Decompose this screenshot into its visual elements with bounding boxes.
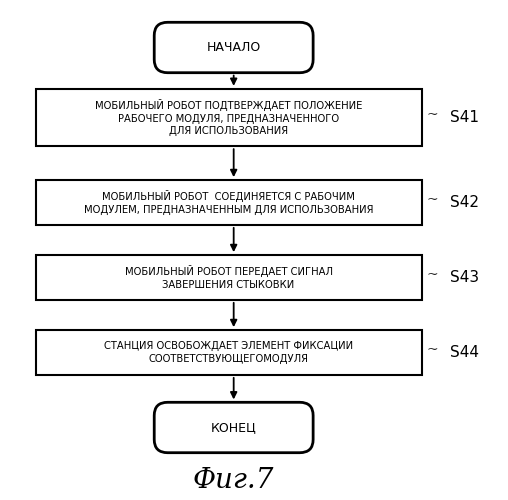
FancyBboxPatch shape xyxy=(36,330,422,375)
Text: S44: S44 xyxy=(450,345,479,360)
Text: S42: S42 xyxy=(450,195,479,210)
FancyBboxPatch shape xyxy=(36,180,422,225)
Text: ~: ~ xyxy=(427,108,438,122)
FancyBboxPatch shape xyxy=(154,402,313,452)
Text: НАЧАЛО: НАЧАЛО xyxy=(207,41,261,54)
Text: ~: ~ xyxy=(427,193,438,207)
FancyBboxPatch shape xyxy=(36,255,422,300)
Text: КОНЕЦ: КОНЕЦ xyxy=(211,421,257,434)
Text: ~: ~ xyxy=(427,268,438,282)
Text: МОБИЛЬНЫЙ РОБОТ  СОЕДИНЯЕТСЯ С РАБОЧИМ
МОДУЛЕМ, ПРЕДНАЗНАЧЕННЫМ ДЛЯ ИСПОЛЬЗОВАНИ: МОБИЛЬНЫЙ РОБОТ СОЕДИНЯЕТСЯ С РАБОЧИМ МО… xyxy=(84,190,373,214)
Text: МОБИЛЬНЫЙ РОБОТ ПОДТВЕРЖДАЕТ ПОЛОЖЕНИЕ
РАБОЧЕГО МОДУЛЯ, ПРЕДНАЗНАЧЕННОГО
ДЛЯ ИСП: МОБИЛЬНЫЙ РОБОТ ПОДТВЕРЖДАЕТ ПОЛОЖЕНИЕ Р… xyxy=(95,99,362,136)
Text: МОБИЛЬНЫЙ РОБОТ ПЕРЕДАЕТ СИГНАЛ
ЗАВЕРШЕНИЯ СТЫКОВКИ: МОБИЛЬНЫЙ РОБОТ ПЕРЕДАЕТ СИГНАЛ ЗАВЕРШЕН… xyxy=(124,266,333,289)
FancyBboxPatch shape xyxy=(154,22,313,72)
Text: S43: S43 xyxy=(450,270,479,285)
Text: ~: ~ xyxy=(427,343,438,357)
Text: СТАНЦИЯ ОСВОБОЖДАЕТ ЭЛЕМЕНТ ФИКСАЦИИ
СООТВЕТСТВУЮЩЕГОМОДУЛЯ: СТАНЦИЯ ОСВОБОЖДАЕТ ЭЛЕМЕНТ ФИКСАЦИИ СОО… xyxy=(104,342,353,363)
Text: Фиг.7: Фиг.7 xyxy=(193,468,274,494)
FancyBboxPatch shape xyxy=(36,89,422,146)
Text: S41: S41 xyxy=(450,110,479,125)
